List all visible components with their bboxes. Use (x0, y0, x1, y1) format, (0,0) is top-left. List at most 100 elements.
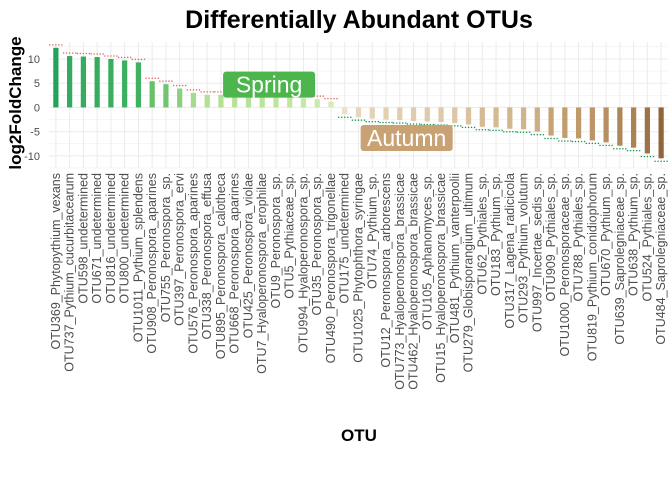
trend-dot (594, 142, 597, 145)
trend-dot (140, 58, 143, 61)
trend-dot (519, 131, 522, 133)
trend-dot (343, 116, 346, 118)
bar-OTU638_Pythium_sp. (630, 107, 637, 148)
y-tick-label: -5 (30, 127, 40, 139)
trend-dot (102, 53, 104, 55)
x-tick-label: OTU74_Pythium_sp. (365, 173, 379, 289)
trend-dot (96, 53, 98, 55)
trend-dot (454, 125, 456, 127)
x-tick-label: OTU895_Peronospora_calotheca (214, 173, 228, 359)
bar-OTU62_Pythiales_sp. (479, 107, 485, 127)
trend-dot (336, 97, 338, 100)
trend-dot (212, 91, 214, 93)
bar-OTU819_Pythium_conidiophorum (589, 107, 595, 141)
x-tick-label: OTU484_Saprolegniaceae_sp. (654, 173, 668, 345)
bar-OTU639_Saprolegniaceae_sp. (617, 107, 623, 146)
trend-dot (82, 52, 85, 55)
bars-group (53, 47, 664, 159)
trend-dot (395, 122, 398, 124)
bar-OTU397_Peronospora_ervi (177, 88, 183, 108)
trend-dot (632, 149, 635, 152)
trend-dot (406, 123, 409, 125)
trend-dot (657, 160, 659, 163)
trend-dot (360, 119, 363, 121)
trend-dot (629, 149, 632, 152)
trend-dot (399, 122, 401, 124)
trend-dot (327, 97, 329, 100)
bar-OTU671_undetermined (94, 57, 100, 108)
trend-dot (423, 123, 426, 126)
trend-dot (113, 55, 115, 57)
trend-dot (104, 55, 106, 57)
bar-OTU317_Lagena_radicicola (507, 107, 513, 129)
trend-dot (542, 133, 545, 136)
trend-dot (461, 126, 464, 129)
trend-dot (646, 155, 649, 158)
annotation-text-1: Autumn (367, 125, 446, 151)
trend-dot (377, 120, 380, 123)
bar-OTU788_Pythiales_sp. (575, 107, 582, 139)
trend-dot (489, 129, 491, 132)
trend-dot (65, 52, 68, 54)
trend-dot (506, 130, 508, 133)
bar-OTU909_Pythiales_sp. (548, 107, 554, 136)
trend-dot (391, 121, 393, 124)
trend-dot (567, 140, 569, 142)
trend-dot (501, 129, 503, 132)
trend-dot (55, 44, 57, 46)
trend-dot (611, 144, 613, 147)
bar-OTU670_Pythium_sp. (603, 107, 609, 143)
trend-dot (116, 55, 118, 57)
bar-OTU773_Hyaloperonospora_brassicae (397, 107, 403, 121)
trend-dot (481, 129, 484, 131)
x-tick-label: OTU671_undetermined (90, 173, 104, 304)
trend-dot (495, 129, 497, 132)
trend-dot (619, 147, 621, 150)
trend-dot (663, 160, 665, 163)
bar-OTU279_Globisporangium_ultimum (465, 107, 472, 125)
trend-dot (131, 58, 134, 61)
trend-dot (214, 91, 216, 93)
trend-dot (429, 123, 432, 126)
trend-dot (357, 119, 360, 121)
trend-dot (351, 119, 354, 121)
trend-dot (206, 91, 208, 93)
x-tick-label: OTU317_Lagena_radicicola (503, 173, 517, 329)
trend-dot (478, 129, 481, 131)
trend-dot (487, 129, 490, 131)
bar-OTU425_Peronospora_violae (245, 95, 252, 108)
trend-dot (195, 89, 198, 91)
trend-dot (608, 144, 610, 147)
trend-dot (457, 125, 459, 127)
bar-OTU369_Phytopythium_vexans (53, 47, 59, 108)
x-tick-label: OTU816_undetermined (104, 173, 118, 304)
trend-dot (129, 56, 132, 59)
bar-OTU74_Pythium_sp. (369, 107, 375, 119)
trend-dot (415, 123, 418, 125)
trend-dot (515, 130, 517, 133)
trend-dot (539, 133, 542, 136)
trend-dot (388, 121, 390, 124)
trend-dot (412, 123, 415, 125)
trend-dot (574, 140, 577, 143)
trend-dot (68, 52, 71, 54)
trend-dot (530, 133, 533, 136)
trend-dot (571, 140, 574, 143)
trend-dot (426, 123, 429, 126)
trend-dot (547, 137, 549, 140)
bar-OTU1025_Phytophthora_syringae (355, 107, 362, 118)
trend-dot (503, 130, 505, 133)
bar-OTU293_Pythium_volutum (520, 107, 527, 130)
trend-dot (460, 125, 462, 127)
trend-dot (198, 89, 201, 91)
x-tick-label: OTU639_Saprolegniaceae_sp. (613, 173, 627, 345)
bar-OTU484_Saprolegniaceae_sp. (658, 107, 664, 159)
trend-dot (402, 122, 404, 124)
trend-dot (172, 84, 175, 87)
trend-dot (107, 55, 109, 57)
y-tick-label: 10 (28, 54, 40, 66)
trend-dot (90, 53, 92, 55)
y-axis-title: log2FoldChange (6, 36, 25, 169)
trend-dot (203, 91, 205, 93)
